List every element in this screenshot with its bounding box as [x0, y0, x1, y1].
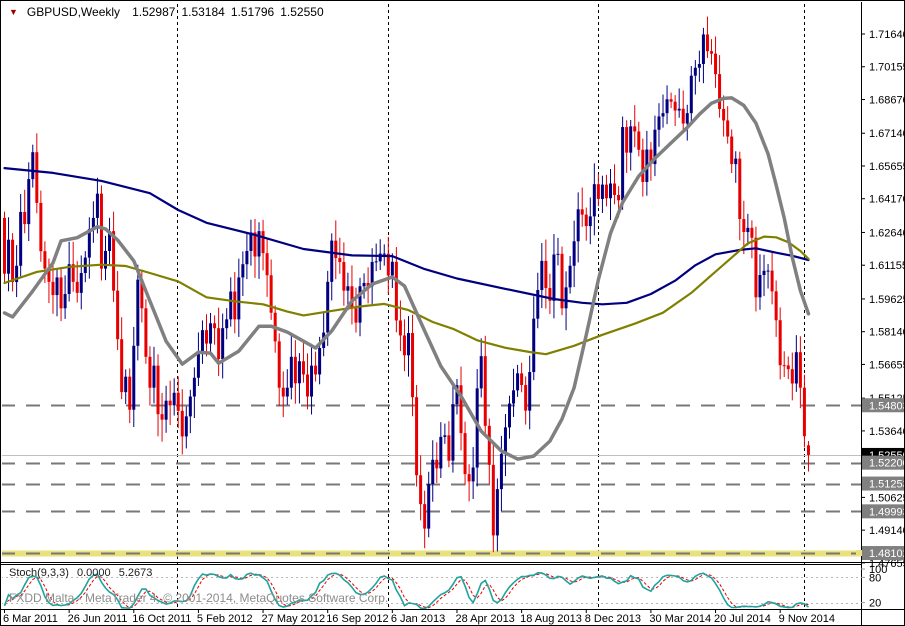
price-level-badge: 1.54803 — [862, 398, 905, 413]
price-tick-label: 1.65655 — [869, 161, 905, 173]
date-tick-label: 28 Apr 2013 — [455, 613, 514, 625]
date-tick-label: 20 Jul 2014 — [714, 613, 771, 625]
stochastic-scale-label: 80 — [869, 572, 881, 584]
date-tick-label: 8 Dec 2013 — [585, 613, 641, 625]
quote-high: 1.53184 — [181, 5, 225, 19]
price-tick-label: 1.47655 — [869, 558, 905, 570]
date-tick-label: 16 Oct 2011 — [132, 613, 191, 625]
price-level-badge: 1.48102 — [856, 546, 905, 561]
stochastic-indicator-label: Stoch(9,3,3) 0.0000 5.2673 — [9, 567, 157, 579]
horizontal-lines[interactable] — [1, 404, 861, 557]
price-level-badge: 1.51253 — [862, 476, 905, 491]
date-tick-label: 18 Aug 2013 — [520, 613, 582, 625]
svg-text:1.48102: 1.48102 — [869, 548, 905, 560]
quote-low: 1.51796 — [230, 5, 275, 19]
stochastic-main-line — [3, 571, 810, 609]
price-tick-label: 1.58140 — [869, 327, 905, 339]
svg-text:1.49993: 1.49993 — [869, 506, 905, 518]
medium-ma-olive — [3, 235, 810, 356]
svg-text:1.51253: 1.51253 — [869, 479, 905, 491]
price-tick-label: 1.56655 — [869, 359, 905, 371]
price-tick-label: 1.59625 — [869, 294, 905, 306]
stochastic-scale-label: 20 — [869, 598, 881, 610]
price-tick-label: 1.64170 — [869, 194, 905, 206]
price-tick-label: 1.68670 — [869, 94, 905, 106]
quote-open: 1.52987 — [132, 5, 176, 19]
date-tick-label: 26 Jun 2011 — [68, 613, 128, 625]
broker-watermark: FXDD Malta - MetaTrader 4, © 2001-2014, … — [9, 591, 389, 605]
stochastic-pane[interactable] — [1, 571, 861, 609]
stochastic-scale-label: 100 — [869, 564, 887, 576]
quote-close: 1.52550 — [280, 5, 324, 19]
symbol-timeframe-label: GBPUSD,Weekly — [26, 5, 121, 19]
stochastic-main-value: 0.0000 — [76, 567, 111, 579]
price-tick-label: 1.71640 — [869, 29, 905, 41]
price-tick-label: 1.50625 — [869, 492, 905, 504]
date-axis[interactable]: 6 Mar 2011 26 Jun 2011 16 Oct 2011 5 Feb 20… — [3, 610, 835, 625]
price-tick-label: 1.61155 — [869, 260, 905, 272]
date-tick-label: 9 Nov 2014 — [779, 613, 835, 625]
date-tick-label: 6 Mar 2011 — [3, 613, 58, 625]
candles-series — [3, 16, 810, 553]
date-tick-label: 6 Jan 2013 — [391, 613, 445, 625]
price-tick-label: 1.70155 — [869, 62, 905, 74]
price-axis[interactable]: 1.71640 1.70155 1.68670 1.67140 1.65655 1.641… — [856, 29, 905, 610]
slow-ma-navy — [3, 167, 810, 306]
price-level-badge: 1.52200 — [862, 455, 905, 470]
date-tick-label: 5 Feb 2012 — [197, 613, 253, 625]
price-tick-label: 1.49140 — [869, 525, 905, 537]
svg-text:1.52200: 1.52200 — [869, 458, 905, 470]
date-tick-label: 16 Sep 2012 — [326, 613, 388, 625]
symbol-dropdown-icon[interactable]: ▼ — [9, 7, 18, 17]
date-tick-label: 27 May 2012 — [262, 613, 326, 625]
svg-text:1.54803: 1.54803 — [869, 400, 905, 412]
fast-ma-gray — [2, 96, 811, 461]
price-tick-label: 1.62640 — [869, 227, 905, 239]
price-tick-label: 1.53640 — [869, 426, 905, 438]
price-tick-label: 1.67140 — [869, 128, 905, 140]
chart-title-bar: ▼ GBPUSD,Weekly 1.52987 1.53184 1.51796 … — [9, 5, 330, 19]
stochastic-name: Stoch(9,3,3) — [9, 567, 69, 579]
price-level-badge: 1.49993 — [862, 504, 905, 519]
stochastic-signal-value: 5.2673 — [118, 567, 153, 579]
date-tick-label: 30 Mar 2014 — [649, 613, 711, 625]
